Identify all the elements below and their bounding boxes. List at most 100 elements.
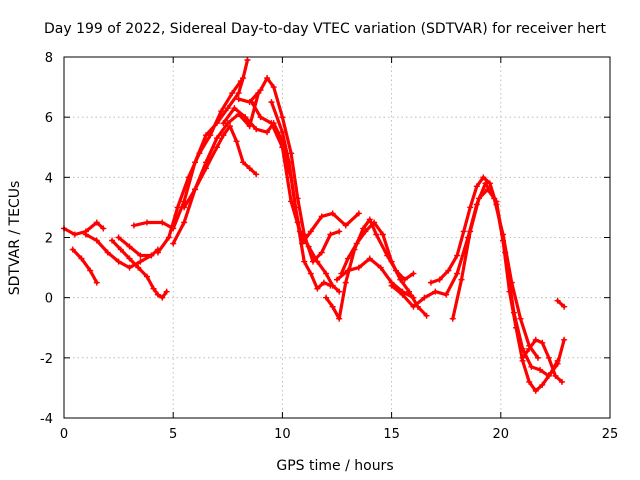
data-point <box>344 267 351 274</box>
data-point <box>159 294 166 301</box>
data-point <box>117 246 124 253</box>
y-axis-label: SDTVAR / TECUs <box>7 181 23 296</box>
series-satellite-track-14 <box>279 144 343 295</box>
data-point <box>423 312 430 319</box>
data-point <box>301 258 308 265</box>
data-point <box>307 228 314 235</box>
data-point <box>362 228 369 235</box>
data-point <box>554 297 561 304</box>
data-point <box>115 234 122 241</box>
data-point <box>240 159 247 166</box>
data-point <box>207 132 214 139</box>
data-point <box>360 225 367 232</box>
data-point <box>213 135 220 142</box>
data-point <box>323 270 330 277</box>
axis-ticks: 0 5 10 15 20 25 -4 -2 0 2 4 6 8 <box>40 51 618 442</box>
data-point <box>558 378 565 385</box>
series-path <box>280 145 341 294</box>
data-point <box>137 258 144 265</box>
data-point <box>388 282 395 289</box>
data-point <box>233 138 240 145</box>
data-point <box>240 75 247 82</box>
data-point <box>371 219 378 226</box>
data-point <box>218 108 225 115</box>
series-satellite-track-21 <box>519 336 565 385</box>
data-point <box>545 354 552 361</box>
data-point <box>270 84 277 91</box>
data-point <box>443 291 450 298</box>
series-satellite-track-9 <box>181 123 260 211</box>
data-point <box>268 120 275 127</box>
data-point <box>148 252 155 259</box>
data-point <box>78 255 85 262</box>
data-point <box>213 144 220 151</box>
data-point <box>480 174 487 181</box>
y-tick-label: -2 <box>40 352 53 367</box>
data-point <box>150 285 157 292</box>
data-point <box>154 291 161 298</box>
y-tick-label: 0 <box>45 292 53 307</box>
data-point <box>257 87 264 94</box>
series-satellite-track-22 <box>554 297 568 310</box>
data-point <box>253 171 260 178</box>
data-point <box>202 165 209 172</box>
x-axis-label: GPS time / hours <box>276 458 393 474</box>
data-point <box>493 198 500 205</box>
series-satellite-track-20 <box>449 186 568 379</box>
data-point <box>305 243 312 250</box>
data-point <box>329 282 336 289</box>
data-point <box>264 75 271 82</box>
series-satellite-track-5 <box>115 234 161 259</box>
data-point <box>397 276 404 283</box>
data-point <box>561 303 568 310</box>
data-point <box>410 270 417 277</box>
data-point <box>445 267 452 274</box>
data-point <box>561 336 568 343</box>
data-series <box>61 57 568 394</box>
x-tick-label: 10 <box>274 427 291 442</box>
data-point <box>126 264 133 271</box>
data-point <box>510 309 517 316</box>
data-point <box>285 159 292 166</box>
x-tick-label: 20 <box>493 427 510 442</box>
data-point <box>299 240 306 247</box>
data-point <box>143 273 150 280</box>
data-point <box>135 264 142 271</box>
data-point <box>235 96 242 103</box>
data-point <box>554 360 561 367</box>
data-point <box>519 345 526 352</box>
data-point <box>432 288 439 295</box>
data-point <box>449 315 456 322</box>
data-point <box>467 204 474 211</box>
data-point <box>320 279 327 286</box>
data-point <box>344 255 351 262</box>
series-satellite-track-4 <box>109 237 170 301</box>
data-point <box>366 255 373 262</box>
data-point <box>532 387 539 394</box>
y-tick-label: 6 <box>45 111 53 126</box>
data-point <box>454 270 461 277</box>
data-point <box>537 366 544 373</box>
data-point <box>502 249 509 256</box>
data-point <box>366 216 373 223</box>
data-point <box>421 294 428 301</box>
data-point <box>126 255 133 262</box>
data-point <box>264 129 271 136</box>
data-point <box>427 279 434 286</box>
data-point <box>388 258 395 265</box>
data-point <box>100 225 107 232</box>
data-point <box>318 213 325 220</box>
data-point <box>336 288 343 295</box>
data-point <box>329 303 336 310</box>
data-point <box>242 114 249 121</box>
data-point <box>165 234 172 241</box>
x-tick-label: 0 <box>60 427 68 442</box>
data-point <box>288 150 295 157</box>
data-point <box>279 129 286 136</box>
data-point <box>159 219 166 226</box>
data-point <box>224 105 231 112</box>
series-path <box>269 100 361 246</box>
data-point <box>314 285 321 292</box>
data-point <box>93 219 100 226</box>
